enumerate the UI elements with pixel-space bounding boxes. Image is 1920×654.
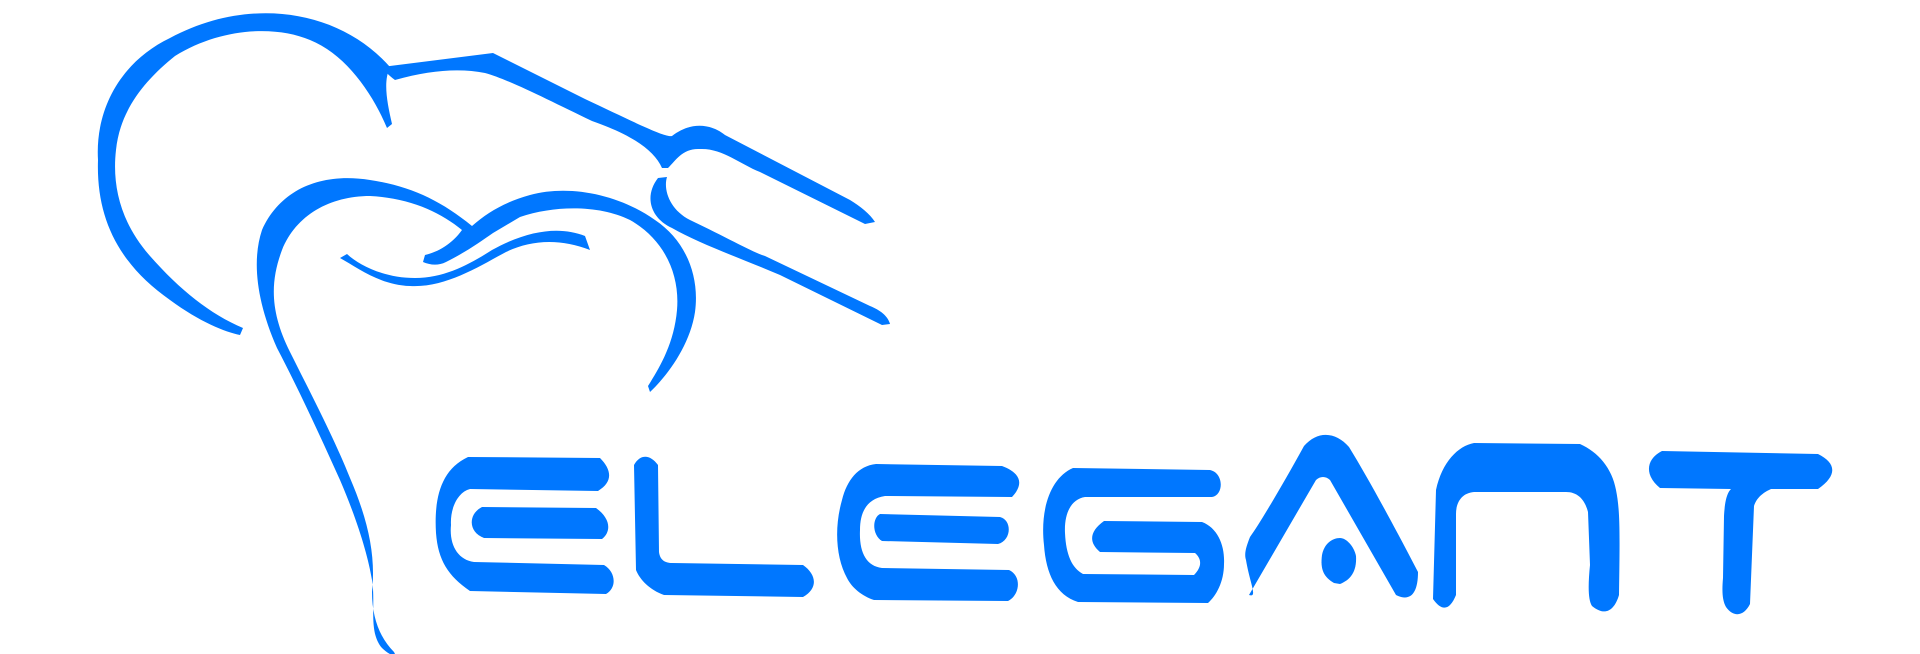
letter-e-2 (837, 464, 1020, 601)
emblem-upper-beam (382, 53, 875, 224)
emblem-lower-beam (650, 177, 890, 325)
logo-wordmark (435, 434, 1833, 615)
letter-t (1648, 451, 1833, 615)
emblem-swirl (256, 178, 696, 654)
letter-n (1433, 443, 1620, 612)
emblem-inner-hook (340, 230, 590, 287)
logo-emblem (97, 13, 890, 654)
letter-a (1245, 434, 1418, 598)
letter-g (1043, 468, 1225, 603)
letter-e-1 (435, 457, 614, 594)
letter-l (634, 456, 814, 597)
emblem-outer-arc (97, 13, 393, 336)
